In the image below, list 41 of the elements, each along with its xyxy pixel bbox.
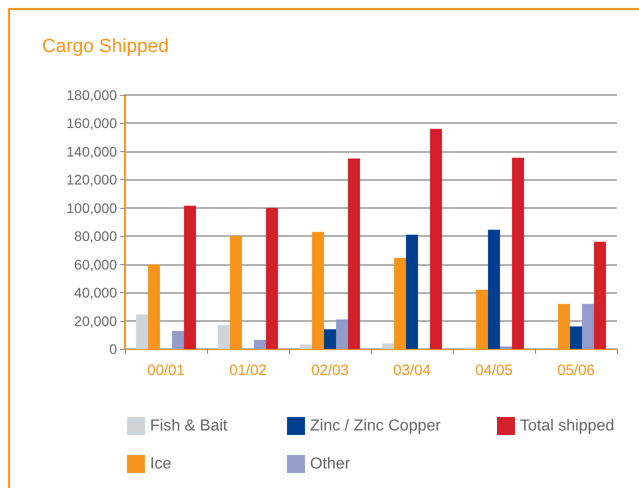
- y-tick-label: 160,000: [66, 115, 118, 132]
- bar: [324, 329, 336, 349]
- y-tick-label: 120,000: [66, 172, 118, 188]
- bar: [582, 304, 594, 349]
- legend-label: Zinc / Zinc Copper: [310, 418, 442, 434]
- y-tick-label: 20,000: [74, 312, 118, 329]
- x-tick-label: 04/05: [475, 362, 513, 379]
- x-tick-label: 01/02: [229, 362, 267, 379]
- bar: [500, 346, 512, 349]
- bar: [348, 158, 360, 349]
- bar: [488, 230, 500, 349]
- bar: [172, 330, 184, 349]
- chart-title: Cargo Shipped: [42, 36, 169, 57]
- y-tick-label: 100,000: [66, 200, 118, 216]
- bar: [512, 158, 524, 349]
- bar: [594, 242, 606, 349]
- bar: [266, 208, 278, 349]
- bar: [382, 343, 394, 349]
- bar: [136, 314, 148, 349]
- x-tick-label: 03/04: [393, 362, 431, 379]
- y-tick-label: 0: [109, 341, 118, 357]
- y-tick-label: 80,000: [74, 228, 118, 244]
- legend-label: Other: [310, 456, 351, 472]
- bar: [254, 340, 266, 349]
- y-tick-label: 140,000: [66, 143, 118, 160]
- x-tick-label: 05/06: [557, 362, 595, 379]
- y-tick-label: 40,000: [74, 284, 118, 301]
- x-tick-label: 00/01: [147, 362, 185, 379]
- y-tick-label: 180,000: [66, 87, 118, 103]
- legend-label: Total shipped: [520, 418, 614, 434]
- bar: [300, 344, 312, 349]
- bar: [430, 128, 442, 349]
- bar: [218, 325, 230, 349]
- bar: [406, 234, 418, 349]
- bar: [184, 206, 196, 349]
- bar: [570, 326, 582, 349]
- bar: [336, 319, 348, 349]
- x-tick-label: 02/03: [311, 362, 349, 379]
- legend-label: Fish & Bait: [150, 418, 228, 434]
- y-tick-label: 60,000: [74, 256, 118, 272]
- legend-label: Ice: [150, 456, 172, 472]
